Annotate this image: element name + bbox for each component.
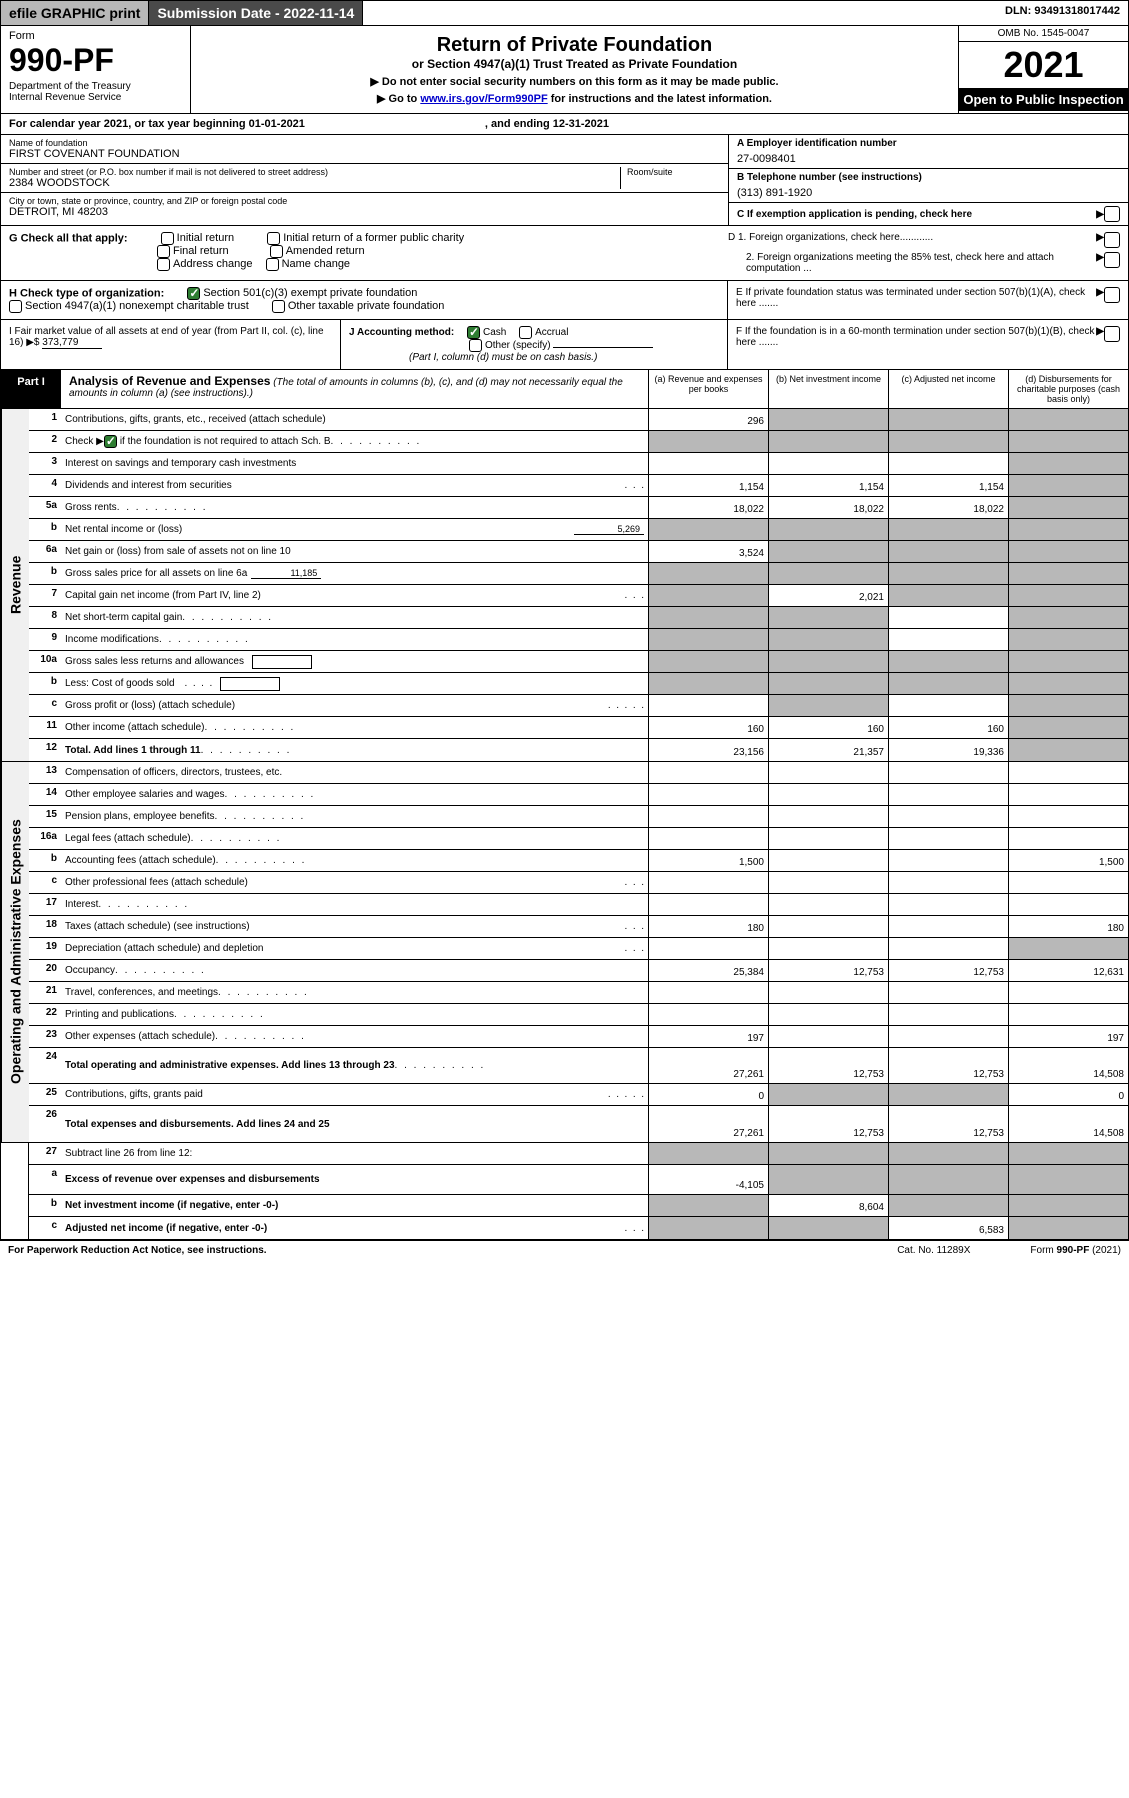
header-middle: Return of Private Foundation or Section … <box>191 26 958 113</box>
g-section: G Check all that apply: Initial return I… <box>0 226 1129 281</box>
omb-number: OMB No. 1545-0047 <box>959 26 1128 42</box>
column-headers: (a) Revenue and expenses per books (b) N… <box>648 370 1128 408</box>
ein-label: A Employer identification number <box>737 138 1120 149</box>
part1-header: Part I Analysis of Revenue and Expenses … <box>0 370 1129 409</box>
instruction-1: ▶ Do not enter social security numbers o… <box>199 75 950 88</box>
g-label: G Check all that apply: <box>9 232 128 244</box>
calendar-year-row: For calendar year 2021, or tax year begi… <box>0 114 1129 135</box>
address-value: 2384 WOODSTOCK <box>9 177 620 189</box>
arrow-icon: ▶ <box>1096 209 1104 220</box>
form-subtitle: or Section 4947(a)(1) Trust Treated as P… <box>199 57 950 71</box>
calendar-begin: For calendar year 2021, or tax year begi… <box>9 118 305 130</box>
accrual-checkbox[interactable] <box>519 326 532 339</box>
line27-rows: 27Subtract line 26 from line 12: aExcess… <box>29 1143 1128 1239</box>
expenses-table: Operating and Administrative Expenses 13… <box>0 762 1129 1143</box>
d1-checkbox[interactable] <box>1104 232 1120 248</box>
part1-label: Part I <box>1 370 61 408</box>
open-inspection: Open to Public Inspection <box>959 88 1128 111</box>
city-label: City or town, state or province, country… <box>9 196 720 206</box>
fmv-value: 373,779 <box>42 337 102 349</box>
calendar-end: , and ending 12-31-2021 <box>485 118 609 130</box>
instruction-2: ▶ Go to www.irs.gov/Form990PF for instru… <box>199 92 950 105</box>
revenue-table: Revenue 1Contributions, gifts, grants, e… <box>0 409 1129 762</box>
phone-value: (313) 891-1920 <box>737 187 1120 199</box>
initial-return-checkbox[interactable] <box>161 232 174 245</box>
h-label: H Check type of organization: <box>9 287 164 299</box>
other-method-checkbox[interactable] <box>469 339 482 352</box>
d2-checkbox[interactable] <box>1104 252 1120 268</box>
top-bar: efile GRAPHIC print Submission Date - 20… <box>0 0 1129 26</box>
c-label: C If exemption application is pending, c… <box>737 209 1096 220</box>
c-row: C If exemption application is pending, c… <box>729 203 1128 225</box>
final-return-checkbox[interactable] <box>157 245 170 258</box>
efile-label[interactable]: efile GRAPHIC print <box>1 1 149 25</box>
d-section: D 1. Foreign organizations, check here..… <box>720 232 1120 274</box>
address-row: Number and street (or P.O. box number if… <box>1 164 728 193</box>
other-taxable-checkbox[interactable] <box>272 300 285 313</box>
schb-checkbox[interactable] <box>104 435 117 448</box>
f-checkbox[interactable] <box>1104 326 1120 342</box>
dln-number: DLN: 93491318017442 <box>997 1 1128 25</box>
ein-value: 27-0098401 <box>737 153 1120 165</box>
irs-link[interactable]: www.irs.gov/Form990PF <box>420 93 547 105</box>
dept-label: Department of the Treasury <box>9 81 182 92</box>
address-change-checkbox[interactable] <box>157 258 170 271</box>
ijf-section: I Fair market value of all assets at end… <box>0 320 1129 370</box>
form-header: Form 990-PF Department of the Treasury I… <box>0 26 1129 114</box>
header-right: OMB No. 1545-0047 2021 Open to Public In… <box>958 26 1128 113</box>
footer-cat: Cat. No. 11289X <box>897 1245 970 1256</box>
city-value: DETROIT, MI 48203 <box>9 206 720 218</box>
501c3-checkbox[interactable] <box>187 287 200 300</box>
city-row: City or town, state or province, country… <box>1 193 728 221</box>
submission-date: Submission Date - 2022-11-14 <box>149 1 363 25</box>
expenses-rows: 13Compensation of officers, directors, t… <box>29 762 1128 1142</box>
amended-checkbox[interactable] <box>270 245 283 258</box>
header-left: Form 990-PF Department of the Treasury I… <box>1 26 191 113</box>
page-footer: For Paperwork Reduction Act Notice, see … <box>0 1240 1129 1260</box>
form-title: Return of Private Foundation <box>199 34 950 57</box>
form-number: 990-PF <box>9 42 182 79</box>
address-label: Number and street (or P.O. box number if… <box>9 167 620 177</box>
i-column: I Fair market value of all assets at end… <box>1 320 341 369</box>
c-checkbox[interactable] <box>1104 206 1120 222</box>
col-a-header: (a) Revenue and expenses per books <box>648 370 768 408</box>
footer-left: For Paperwork Reduction Act Notice, see … <box>8 1245 267 1256</box>
form-label: Form <box>9 30 182 42</box>
cash-checkbox[interactable] <box>467 326 480 339</box>
irs-label: Internal Revenue Service <box>9 92 182 103</box>
h-section: H Check type of organization: Section 50… <box>0 281 1129 320</box>
foundation-name-row: Name of foundation FIRST COVENANT FOUNDA… <box>1 135 728 164</box>
revenue-rows: 1Contributions, gifts, grants, etc., rec… <box>29 409 1128 761</box>
tax-year: 2021 <box>959 42 1128 88</box>
ein-row: A Employer identification number 27-0098… <box>729 135 1128 169</box>
initial-public-checkbox[interactable] <box>267 232 280 245</box>
4947-checkbox[interactable] <box>9 300 22 313</box>
foundation-name: FIRST COVENANT FOUNDATION <box>9 148 720 160</box>
e-checkbox[interactable] <box>1104 287 1120 303</box>
name-label: Name of foundation <box>9 138 720 148</box>
phone-row: B Telephone number (see instructions) (3… <box>729 169 1128 203</box>
f-column: F If the foundation is in a 60-month ter… <box>728 320 1128 369</box>
g-left: G Check all that apply: Initial return I… <box>9 232 720 274</box>
col-d-header: (d) Disbursements for charitable purpose… <box>1008 370 1128 408</box>
revenue-side-label: Revenue <box>1 409 29 761</box>
info-right-col: A Employer identification number 27-0098… <box>728 135 1128 225</box>
part1-desc: Analysis of Revenue and Expenses (The to… <box>61 370 648 408</box>
info-left-col: Name of foundation FIRST COVENANT FOUNDA… <box>1 135 728 225</box>
phone-label: B Telephone number (see instructions) <box>737 172 1120 183</box>
footer-form: Form 990-PF (2021) <box>1030 1245 1121 1256</box>
j-column: J Accounting method: Cash Accrual Other … <box>341 320 728 369</box>
name-change-checkbox[interactable] <box>266 258 279 271</box>
expenses-side-label: Operating and Administrative Expenses <box>1 762 29 1142</box>
line27-table: 27Subtract line 26 from line 12: aExcess… <box>0 1143 1129 1240</box>
col-c-header: (c) Adjusted net income <box>888 370 1008 408</box>
info-section: Name of foundation FIRST COVENANT FOUNDA… <box>0 135 1129 226</box>
e-section: E If private foundation status was termi… <box>728 281 1128 319</box>
room-label: Room/suite <box>627 167 720 177</box>
col-b-header: (b) Net investment income <box>768 370 888 408</box>
h-left: H Check type of organization: Section 50… <box>1 281 728 319</box>
